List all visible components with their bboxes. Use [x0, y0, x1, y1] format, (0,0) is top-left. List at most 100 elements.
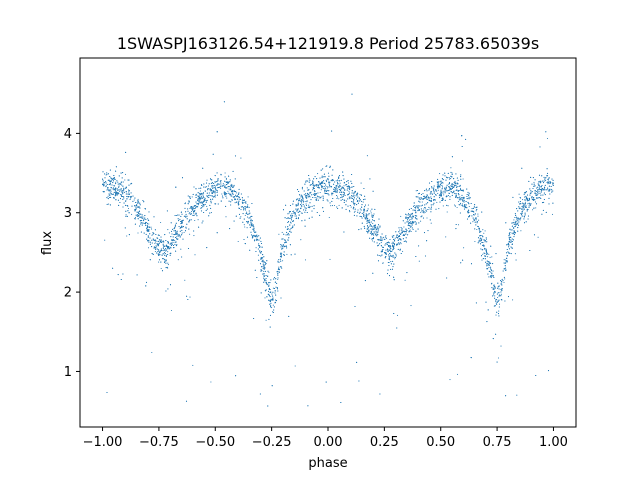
data-point	[257, 254, 259, 256]
data-point	[118, 185, 120, 187]
data-point	[533, 197, 535, 199]
data-point	[427, 196, 429, 198]
data-point	[112, 267, 114, 269]
data-point	[146, 223, 149, 225]
data-point	[151, 239, 153, 241]
data-point	[148, 223, 150, 225]
data-point	[294, 365, 296, 367]
data-point	[450, 178, 452, 180]
data-point	[312, 186, 314, 188]
data-point	[488, 263, 490, 265]
data-point	[460, 199, 462, 201]
data-point	[239, 217, 241, 219]
data-point	[265, 319, 267, 321]
data-point	[308, 217, 310, 219]
data-point	[117, 193, 119, 195]
data-point	[215, 189, 217, 191]
data-point	[514, 253, 516, 255]
data-point	[124, 204, 127, 206]
data-point	[309, 206, 311, 208]
data-point	[325, 189, 327, 191]
data-point	[230, 187, 232, 189]
data-point	[424, 211, 426, 213]
data-point	[441, 188, 443, 190]
data-point	[446, 277, 448, 279]
data-point	[338, 204, 340, 206]
data-point	[154, 247, 156, 249]
data-point	[495, 299, 497, 301]
data-point	[125, 214, 127, 216]
data-point	[206, 179, 208, 181]
data-point	[317, 199, 319, 201]
data-point	[282, 209, 285, 211]
data-point	[396, 314, 399, 316]
data-point	[313, 208, 315, 210]
data-point	[457, 200, 459, 202]
data-point	[177, 238, 179, 240]
data-point	[314, 185, 316, 187]
data-point	[511, 222, 513, 224]
data-point	[446, 184, 448, 186]
data-point	[393, 256, 395, 258]
data-point	[341, 187, 343, 189]
data-point	[340, 194, 342, 196]
data-point	[293, 212, 295, 214]
data-point	[103, 181, 106, 184]
data-point	[366, 217, 368, 219]
data-point	[513, 221, 515, 223]
data-point	[435, 193, 437, 196]
data-point	[160, 248, 162, 250]
data-point	[470, 222, 472, 224]
data-point	[195, 201, 197, 203]
data-point	[250, 234, 253, 236]
data-point	[448, 189, 450, 191]
data-point	[192, 214, 194, 216]
data-point	[359, 200, 361, 202]
data-point	[456, 373, 459, 375]
data-point	[209, 188, 211, 190]
data-point	[237, 201, 240, 203]
data-point	[475, 302, 477, 304]
data-point	[430, 206, 432, 208]
data-point	[117, 274, 119, 276]
data-point	[142, 222, 144, 224]
data-point	[459, 187, 462, 189]
data-point	[146, 227, 148, 229]
data-point	[484, 253, 486, 255]
data-point	[451, 172, 453, 174]
data-point	[419, 198, 421, 200]
data-point	[146, 222, 148, 224]
data-point	[164, 260, 166, 262]
data-point	[115, 170, 117, 172]
data-point	[508, 232, 510, 234]
data-point	[489, 256, 491, 258]
data-point	[407, 221, 409, 223]
data-point	[324, 192, 327, 195]
data-point	[397, 248, 399, 250]
data-point	[205, 209, 207, 211]
data-point	[507, 251, 509, 253]
data-point	[272, 304, 274, 306]
data-point	[367, 208, 369, 210]
data-point	[518, 193, 520, 195]
data-point	[174, 239, 176, 241]
data-point	[201, 202, 203, 204]
data-point	[544, 189, 546, 191]
data-point	[503, 259, 505, 261]
data-point	[158, 242, 160, 244]
data-point	[527, 200, 529, 202]
data-point	[333, 187, 336, 189]
data-point	[419, 201, 421, 203]
data-point	[521, 206, 523, 208]
data-point	[427, 202, 429, 204]
data-point	[187, 298, 189, 301]
data-point	[423, 212, 425, 214]
data-point	[445, 176, 448, 178]
data-point	[185, 400, 188, 402]
data-point	[379, 393, 381, 395]
data-point	[511, 238, 513, 240]
data-point	[363, 199, 365, 201]
data-point	[501, 290, 503, 292]
data-point	[390, 268, 392, 270]
data-point	[404, 222, 406, 224]
